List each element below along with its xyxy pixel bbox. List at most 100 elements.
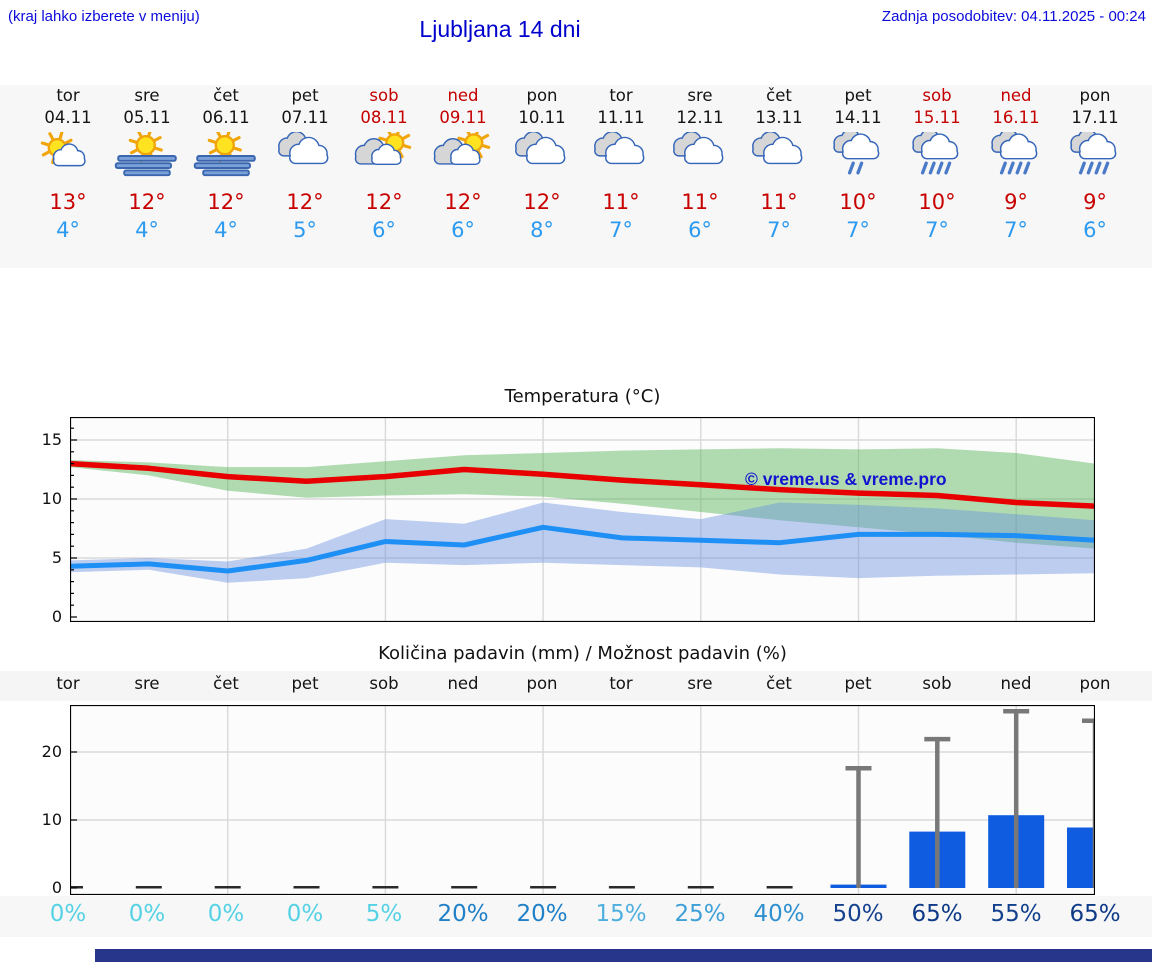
cloudy-icon (661, 130, 740, 182)
cloudy-icon (503, 130, 582, 182)
precip-prob-label: 20% (516, 901, 568, 927)
precip-day-label: ned (447, 674, 479, 693)
forecast-day-column[interactable]: pon 10.11 12° 8° (503, 85, 582, 268)
precip-ytick-label: 20 (41, 742, 62, 761)
menu-hint-text: (kraj lahko izberete v meniju) (8, 8, 200, 25)
forecast-day-column[interactable]: čet 06.11 12° 4° (187, 85, 266, 268)
high-temp-label: 12° (523, 190, 561, 214)
day-date-label: 15.11 (913, 108, 961, 127)
forecast-strip: tor 04.11 13° 4° sre 05.11 12° 4° čet 06.11 12° 4° p… (0, 85, 1152, 268)
precip-day-label: tor (609, 674, 633, 693)
sun-fog-icon (187, 128, 266, 182)
precip-prob-label: 0% (128, 901, 166, 927)
sun-gray-cloud-icon (424, 126, 503, 182)
precipitation-chart (69, 704, 1096, 899)
precip-prob-label: 55% (990, 901, 1042, 927)
precip-ytick-label: 0 (51, 878, 62, 897)
forecast-day-column[interactable]: pet 14.11 10° 7° (819, 85, 898, 268)
sun-gray-cloud-icon (345, 126, 424, 182)
forecast-day-column[interactable]: pet 07.11 12° 5° (266, 85, 345, 268)
precip-prob-label: 0% (207, 901, 245, 927)
rain-icon (977, 128, 1056, 182)
day-date-label: 07.11 (281, 108, 329, 127)
precip-prob-label: 0% (286, 901, 324, 927)
day-date-label: 04.11 (44, 108, 92, 127)
day-date-label: 06.11 (202, 108, 250, 127)
day-name-label: tor (56, 86, 80, 105)
low-temp-label: 5° (293, 218, 317, 242)
footer-bar (95, 949, 1152, 962)
day-date-label: 11.11 (597, 108, 645, 127)
temp-ytick-label: 5 (51, 548, 62, 567)
high-temp-label: 9° (1083, 190, 1107, 214)
precipitation-chart-title: Količina padavin (mm) / Možnost padavin … (378, 643, 787, 664)
day-date-label: 16.11 (992, 108, 1040, 127)
cloudy-icon (266, 130, 345, 182)
forecast-day-column[interactable]: tor 04.11 13° 4° (29, 85, 108, 268)
forecast-day-column[interactable]: čet 13.11 11° 7° (740, 85, 819, 268)
precip-day-label: sre (134, 674, 160, 693)
day-name-label: sob (922, 86, 952, 105)
forecast-day-column[interactable]: sre 05.11 12° 4° (108, 85, 187, 268)
precip-prob-label: 20% (437, 901, 489, 927)
day-date-label: 14.11 (834, 108, 882, 127)
precip-prob-label: 25% (674, 901, 726, 927)
day-name-label: pet (291, 86, 319, 105)
watermark-text: © vreme.us & vreme.pro (745, 469, 947, 489)
precip-day-label: sob (369, 674, 399, 693)
low-temp-label: 6° (451, 218, 475, 242)
precip-day-label: tor (56, 674, 80, 693)
page-title: Ljubljana 14 dni (419, 16, 581, 42)
day-name-label: sre (687, 86, 713, 105)
rain-icon (1056, 128, 1135, 182)
day-date-label: 08.11 (360, 108, 408, 127)
precip-day-label: sre (687, 674, 713, 693)
low-temp-label: 4° (214, 218, 238, 242)
forecast-day-column[interactable]: tor 11.11 11° 7° (582, 85, 661, 268)
high-temp-label: 11° (602, 190, 640, 214)
day-name-label: ned (447, 86, 479, 105)
high-temp-label: 12° (207, 190, 245, 214)
rain-light-icon (819, 128, 898, 182)
low-temp-label: 4° (135, 218, 159, 242)
precip-prob-label: 0% (49, 901, 87, 927)
precip-prob-label: 65% (911, 901, 963, 927)
high-temp-label: 12° (444, 190, 482, 214)
low-temp-label: 4° (56, 218, 80, 242)
precip-day-label: pon (1079, 674, 1111, 693)
precip-day-label: sob (922, 674, 952, 693)
low-temp-label: 6° (688, 218, 712, 242)
precip-prob-label: 5% (365, 901, 403, 927)
low-temp-label: 7° (925, 218, 949, 242)
forecast-day-column[interactable]: sre 12.11 11° 6° (661, 85, 740, 268)
precip-prob-label: 65% (1069, 901, 1121, 927)
precip-prob-label: 15% (595, 901, 647, 927)
low-temp-label: 7° (846, 218, 870, 242)
high-temp-label: 10° (918, 190, 956, 214)
sun-fog-icon (108, 128, 187, 182)
day-name-label: tor (609, 86, 633, 105)
forecast-day-column[interactable]: sob 08.11 12° 6° (345, 85, 424, 268)
precip-ytick-label: 10 (41, 810, 62, 829)
temp-ytick-label: 0 (51, 607, 62, 626)
day-date-label: 17.11 (1071, 108, 1119, 127)
forecast-day-column[interactable]: pon 17.11 9° 6° (1056, 85, 1135, 268)
rain-icon (898, 128, 977, 182)
cloudy-icon (740, 130, 819, 182)
forecast-day-column[interactable]: ned 16.11 9° 7° (977, 85, 1056, 268)
last-update-text: Zadnja posodobitev: 04.11.2025 - 00:24 (881, 8, 1146, 25)
day-name-label: ned (1000, 86, 1032, 105)
high-temp-label: 11° (760, 190, 798, 214)
day-date-label: 10.11 (518, 108, 566, 127)
day-date-label: 09.11 (439, 108, 487, 127)
forecast-day-column[interactable]: ned 09.11 12° 6° (424, 85, 503, 268)
high-temp-label: 12° (286, 190, 324, 214)
precip-day-label: ned (1000, 674, 1032, 693)
high-temp-label: 12° (365, 190, 403, 214)
day-name-label: čet (213, 86, 239, 105)
high-temp-label: 9° (1004, 190, 1028, 214)
forecast-day-column[interactable]: sob 15.11 10° 7° (898, 85, 977, 268)
precip-day-label: pet (291, 674, 319, 693)
precip-day-label: pon (526, 674, 558, 693)
precipitation-probability-row (0, 896, 1152, 937)
